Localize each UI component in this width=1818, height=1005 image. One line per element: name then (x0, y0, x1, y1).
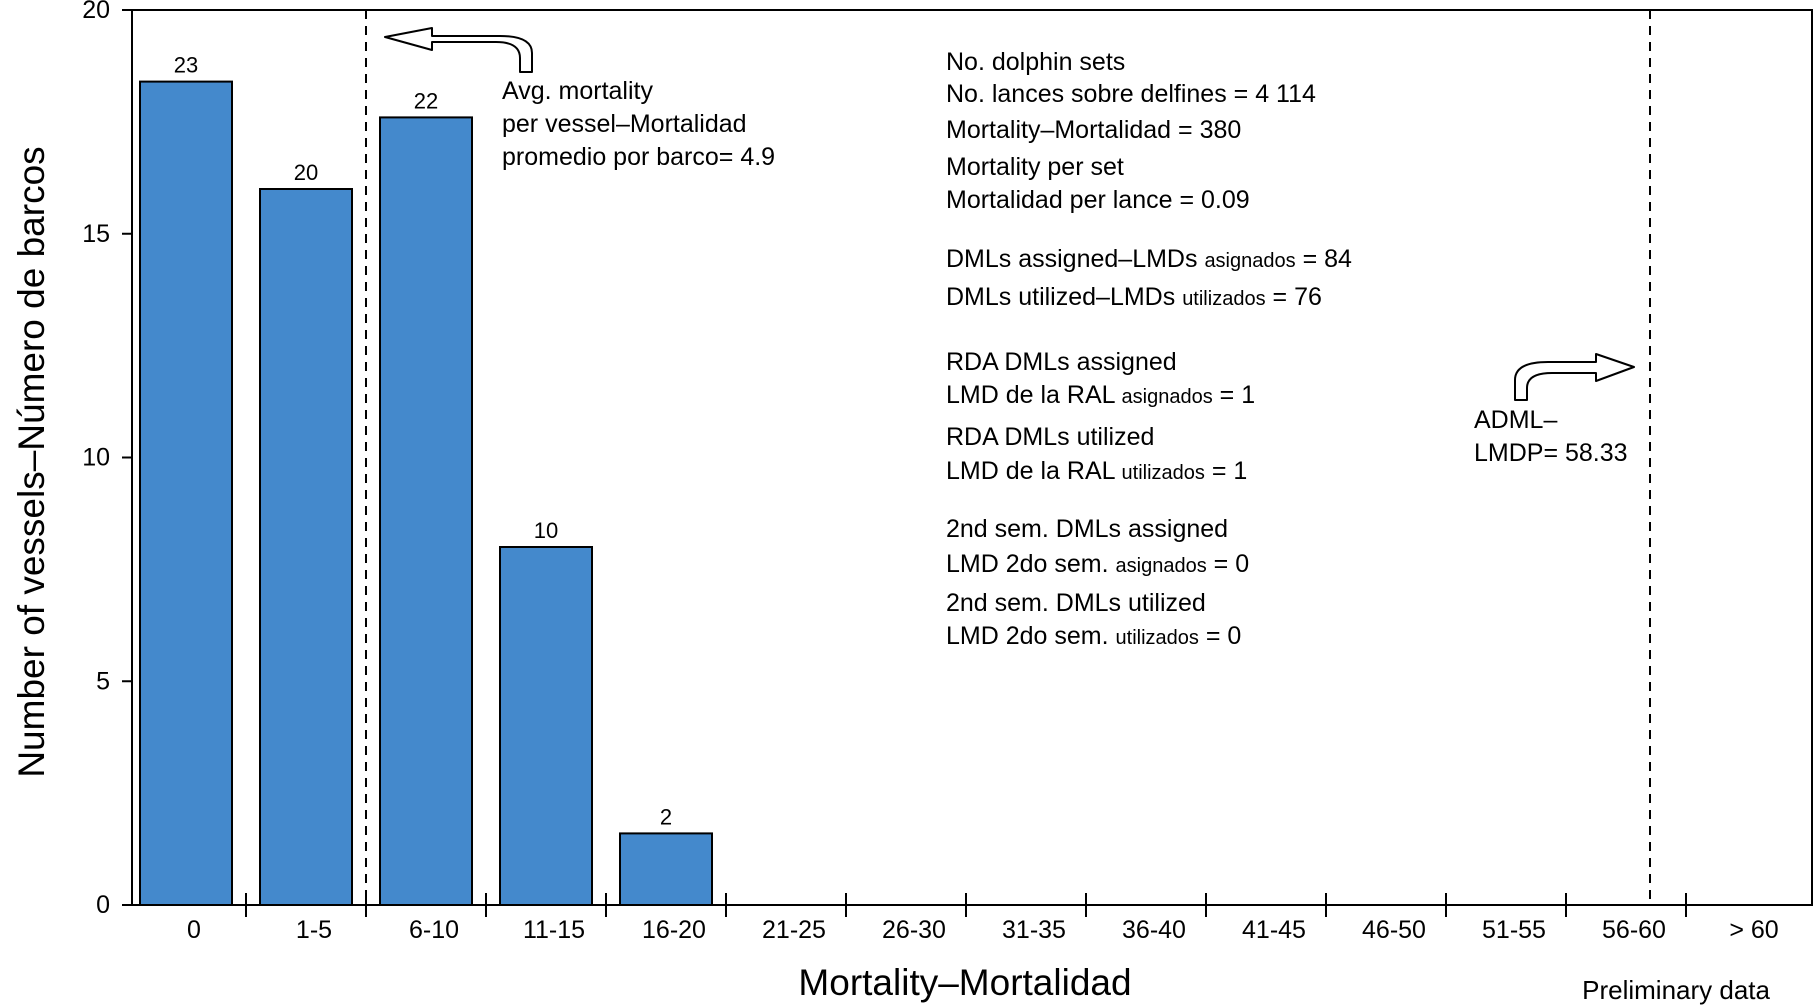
stat-sets-2: No. lances sobre delfines = 4 114 (946, 80, 1316, 108)
x-axis: 0 1-5 6-10 11-15 16-20 21-25 26-30 31-35 36-40 41… (187, 893, 1779, 944)
y-axis-title: Number of vessels–Número de barcos (11, 146, 52, 777)
x-tick-label: 11-15 (523, 916, 585, 944)
x-tick-label: 21-25 (762, 916, 826, 944)
y-tick-label: 15 (82, 220, 110, 248)
bar (379, 116, 473, 906)
stat-sem-assigned-1: 2nd sem. DMLs assigned (946, 515, 1228, 543)
x-tick-label: > 60 (1729, 916, 1778, 944)
stat-per-set-1: Mortality per set (946, 153, 1124, 181)
preliminary-data-note: Preliminary data (1582, 975, 1770, 1005)
stat-mortality: Mortality–Mortalidad = 380 (946, 116, 1241, 144)
x-tick-label: 46-50 (1362, 916, 1426, 944)
adml-line-2: LMDP= 58.33 (1474, 439, 1628, 467)
left-arrow-icon (384, 27, 533, 73)
bar-value-label: 10 (534, 518, 558, 543)
bar-value-labels: 23 20 22 10 2 (174, 53, 672, 830)
bar (139, 80, 233, 907)
stat-rda-utilized-2: LMD de la RAL utilizados = 1 (946, 457, 1247, 485)
x-axis-title: Mortality–Mortalidad (798, 962, 1131, 1003)
stat-rda-utilized-1: RDA DMLs utilized (946, 423, 1154, 451)
x-tick-label: 51-55 (1482, 916, 1546, 944)
stat-sem-utilized-2: LMD 2do sem. utilizados = 0 (946, 622, 1241, 650)
x-tick-label: 26-30 (882, 916, 946, 944)
bar-value-label: 23 (174, 53, 198, 78)
y-tick-label: 0 (96, 891, 110, 919)
bar-value-label: 20 (294, 160, 318, 185)
avg-line-1: Avg. mortality (502, 77, 653, 105)
x-tick-label: 36-40 (1122, 916, 1186, 944)
avg-line-2: per vessel–Mortalidad (502, 110, 747, 138)
bar (619, 832, 713, 907)
adml-line-1: ADML– (1474, 406, 1557, 434)
bars (139, 80, 713, 907)
x-tick-label: 1-5 (296, 916, 332, 944)
stat-rda-assigned-2: LMD de la RAL asignados = 1 (946, 381, 1255, 409)
bar (499, 546, 593, 906)
avg-annotation: Avg. mortality per vessel–Mortalidad pro… (502, 77, 775, 171)
y-tick-label: 5 (96, 667, 110, 695)
stats-panel: No. dolphin sets No. lances sobre delfin… (946, 48, 1352, 650)
adml-annotation: ADML– LMDP= 58.33 (1474, 406, 1628, 467)
stat-sets-1: No. dolphin sets (946, 48, 1125, 76)
bar-value-label: 22 (414, 88, 438, 113)
bar-value-label: 2 (660, 804, 672, 829)
stat-utilized: DMLs utilized–LMDs utilizados = 76 (946, 283, 1322, 311)
y-tick-label: 20 (82, 0, 110, 24)
x-tick-label: 31-35 (1002, 916, 1066, 944)
x-tick-label: 56-60 (1602, 916, 1666, 944)
x-tick-label: 41-45 (1242, 916, 1306, 944)
right-arrow-icon (1514, 353, 1635, 401)
y-axis: 0 5 10 15 20 (82, 0, 132, 919)
stat-rda-assigned-1: RDA DMLs assigned (946, 348, 1177, 376)
avg-line-3: promedio por barco= 4.9 (502, 143, 775, 171)
bar (259, 188, 353, 906)
stat-sem-utilized-1: 2nd sem. DMLs utilized (946, 589, 1206, 617)
y-tick-label: 10 (82, 444, 110, 472)
stat-assigned: DMLs assigned–LMDs asignados = 84 (946, 245, 1352, 273)
x-tick-label: 16-20 (642, 916, 706, 944)
x-tick-label: 6-10 (409, 916, 459, 944)
x-tick-label: 0 (187, 916, 201, 944)
stat-per-set-2: Mortalidad per lance = 0.09 (946, 186, 1250, 214)
stat-sem-assigned-2: LMD 2do sem. asignados = 0 (946, 550, 1249, 578)
